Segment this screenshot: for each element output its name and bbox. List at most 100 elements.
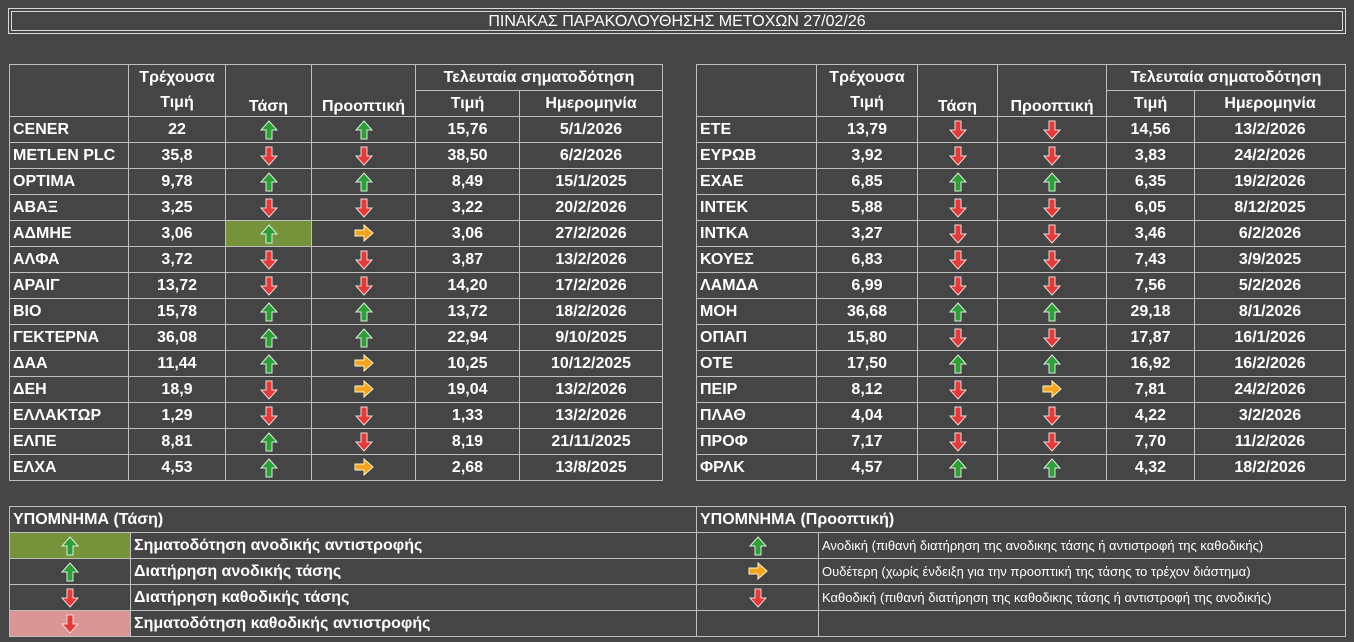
signal-date: 3/2/2026 [1194,402,1346,429]
signal-price: 13,72 [415,298,520,325]
arrow-down-icon [259,380,278,400]
arrow-down-icon [1043,224,1061,244]
stock-name: ΑΒΑΞ [9,194,129,221]
outlook-cell [311,168,416,195]
arrow-down-icon [948,224,967,244]
legend-icon-cell [9,610,131,637]
legend-trend-items: Σηματοδότηση ανοδικής αντιστροφής Διατήρη… [9,532,698,637]
trend-cell [917,376,998,403]
outlook-cell [311,376,416,403]
stock-row: ΒΙΟ 15,78 13,72 18/2/2026 [9,298,663,325]
trend-cell [917,168,998,195]
current-price: 11,44 [128,350,226,377]
stock-row: ΚΟΥΕΣ 6,83 7,43 3/9/2025 [696,246,1346,273]
arrow-up-icon [1043,457,1061,477]
arrow-up-icon [61,561,79,581]
arrow-up-icon [259,171,278,191]
legend-icon-cell [696,584,819,611]
stock-name: ΠΛΑΘ [696,402,817,429]
trend-cell [917,298,998,325]
header-outlook-label: Προοπτική [1010,98,1094,115]
arrow-down-icon [748,588,767,608]
legend-icon-cell [696,610,819,637]
arrow-up-icon [748,535,767,555]
outlook-cell [997,454,1107,481]
trend-cell [225,454,312,481]
arrow-down-icon [1043,250,1061,270]
arrow-right-icon [748,562,768,581]
outlook-cell [997,324,1107,351]
arrow-up-icon [259,353,278,373]
signal-date: 21/11/2025 [519,428,663,455]
arrow-down-icon [948,276,967,296]
current-price: 9,78 [128,168,226,195]
current-price: 3,06 [128,220,226,247]
outlook-cell [997,376,1107,403]
stock-name: ΙΝΤΚΑ [696,220,817,247]
header-sig-price: Τιμή [415,90,520,117]
signal-price: 10,25 [415,350,520,377]
arrow-down-icon [354,198,373,218]
legend-label: Σηματοδότηση καθοδικής αντιστροφής [129,610,698,637]
outlook-cell [997,116,1107,143]
stock-name: ΕΛΛΑΚΤΩΡ [9,402,129,429]
arrow-down-icon [259,276,278,296]
legend-label: Ουδέτερη (χωρίς ένδειξη για την προοπτικ… [818,558,1346,585]
header-trend: Τάση [225,64,312,117]
arrow-down-icon [61,614,79,634]
signal-price: 7,56 [1106,272,1195,299]
header-sig-date: Ημερομηνία [1194,90,1346,117]
signal-price: 14,20 [415,272,520,299]
current-price: 13,79 [816,116,918,143]
current-price: 4,53 [128,454,226,481]
stock-row: ΕΤΕ 13,79 14,56 13/2/2026 [696,116,1346,143]
arrow-up-icon [259,457,278,477]
trend-cell [917,402,998,429]
arrow-down-icon [1043,146,1061,166]
signal-date: 17/2/2026 [519,272,663,299]
signal-date: 18/2/2026 [519,298,663,325]
signal-date: 15/1/2025 [519,168,663,195]
trend-cell [225,272,312,299]
legend-icon-cell [696,558,819,585]
trend-cell [225,116,312,143]
stock-row: ΔΕΗ 18,9 19,04 13/2/2026 [9,376,663,403]
legend-item: Διατήρηση καθοδικής τάσης [9,584,698,611]
stock-row: ΓΕΚΤΕΡΝΑ 36,08 22,94 9/10/2025 [9,324,663,351]
arrow-right-icon [354,380,374,399]
stock-name: ΕΤΕ [696,116,817,143]
signal-date: 11/2/2026 [1194,428,1346,455]
arrow-right-icon [354,354,374,373]
current-price: 3,25 [128,194,226,221]
stock-row: ΜΟΗ 36,68 29,18 8/1/2026 [696,298,1346,325]
outlook-cell [311,350,416,377]
current-price: 5,88 [816,194,918,221]
arrow-down-icon [354,250,373,270]
stock-name: ΛΑΜΔΑ [696,272,817,299]
outlook-cell [311,142,416,169]
stock-row: ΕΛΧΑ 4,53 2,68 13/8/2025 [9,454,663,481]
legend-label: Διατήρηση καθοδικής τάσης [129,584,698,611]
arrow-up-icon [1043,171,1061,191]
arrow-down-icon [1043,328,1061,348]
signal-price: 19,04 [415,376,520,403]
signal-price: 15,76 [415,116,520,143]
header-name [9,64,129,117]
current-price: 4,57 [816,454,918,481]
stock-name: ΓΕΚΤΕΡΝΑ [9,324,129,351]
trend-cell [917,428,998,455]
legend-label: Καθοδική (πιθανή διατήρηση της καθοδικης… [818,584,1346,611]
outlook-cell [311,194,416,221]
arrow-up-icon [259,327,278,347]
stock-name: ΠΕΙΡ [696,376,817,403]
current-price: 6,99 [816,272,918,299]
signal-price: 3,06 [415,220,520,247]
trend-cell [225,402,312,429]
legend-item [696,610,1346,637]
legend-outlook-items: Ανοδική (πιθανή διατήρηση της ανοδικης τ… [696,532,1346,637]
signal-price: 4,22 [1106,402,1195,429]
stock-name: ΚΟΥΕΣ [696,246,817,273]
signal-price: 7,81 [1106,376,1195,403]
stock-name: ΜΟΗ [696,298,817,325]
header-signal: Τελευταία σηματοδότηση [415,64,663,91]
